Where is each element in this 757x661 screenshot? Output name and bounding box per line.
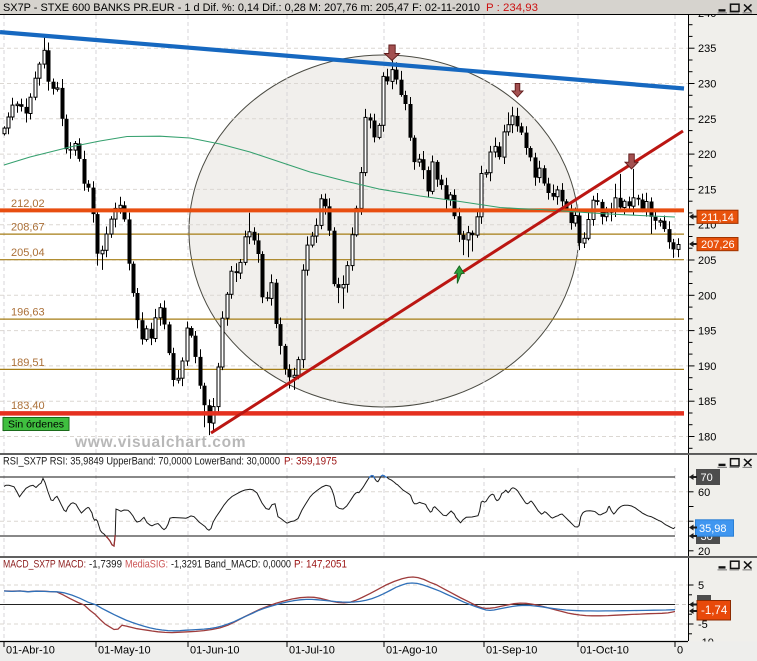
- svg-text:205,04: 205,04: [11, 247, 45, 259]
- svg-text:-1,74: -1,74: [701, 605, 728, 617]
- svg-text:230: 230: [698, 79, 716, 91]
- svg-text:P : 234,93: P : 234,93: [486, 2, 538, 14]
- svg-text:01-Oct-10: 01-Oct-10: [580, 645, 629, 657]
- svg-text:0: 0: [677, 645, 683, 657]
- svg-text:235: 235: [698, 43, 716, 55]
- svg-text:P: 359,1975: P: 359,1975: [284, 456, 337, 468]
- svg-text:60: 60: [698, 487, 710, 499]
- svg-text:5: 5: [698, 580, 704, 592]
- svg-text:-5: -5: [698, 619, 708, 631]
- svg-text:MACD_SX7P MACD:: MACD_SX7P MACD:: [3, 559, 86, 571]
- svg-text:RSI_SX7P RSI: 35,9849 UpperB: RSI_SX7P RSI: 35,9849 UpperBand: 70,0000…: [3, 456, 280, 468]
- svg-text:01-Sep-10: 01-Sep-10: [486, 645, 537, 657]
- svg-text:215: 215: [698, 184, 716, 196]
- svg-text:Sin órdenes: Sin órdenes: [8, 419, 64, 431]
- svg-text:195: 195: [698, 326, 716, 338]
- svg-text:35,98: 35,98: [699, 523, 727, 535]
- svg-text:183,40: 183,40: [11, 400, 45, 412]
- svg-text:MediaSIG:: MediaSIG:: [125, 559, 168, 571]
- svg-text:01-Ago-10: 01-Ago-10: [386, 645, 437, 657]
- svg-text:189,51: 189,51: [11, 357, 45, 369]
- svg-text:211,14: 211,14: [701, 212, 734, 224]
- svg-text:185: 185: [698, 396, 716, 408]
- svg-text:205: 205: [698, 255, 716, 267]
- svg-text:01-May-10: 01-May-10: [98, 645, 151, 657]
- svg-text:190: 190: [698, 361, 716, 373]
- svg-text:SX7P - STXE 600 BANKS PR.EUR -: SX7P - STXE 600 BANKS PR.EUR - 1 d Dif. …: [3, 2, 480, 14]
- svg-text:-1,7399: -1,7399: [89, 559, 122, 571]
- svg-text:-1,3291 Band_MACD: 0,0000: -1,3291 Band_MACD: 0,0000: [171, 559, 291, 571]
- svg-text:196,63: 196,63: [11, 307, 45, 319]
- svg-text:20: 20: [698, 546, 710, 558]
- svg-text:220: 220: [698, 149, 716, 161]
- svg-text:01-Jun-10: 01-Jun-10: [190, 645, 240, 657]
- svg-text:225: 225: [698, 114, 716, 126]
- svg-text:207,26: 207,26: [701, 239, 735, 251]
- svg-text:P: 147,2051: P: 147,2051: [294, 559, 347, 571]
- svg-text:208,67: 208,67: [11, 222, 45, 234]
- svg-text:180: 180: [698, 432, 716, 444]
- svg-text:70: 70: [701, 472, 713, 484]
- svg-text:01-Abr-10: 01-Abr-10: [6, 645, 55, 657]
- svg-text:200: 200: [698, 290, 716, 302]
- svg-text:www.visualchart.com: www.visualchart.com: [74, 434, 246, 451]
- svg-text:212,02: 212,02: [11, 198, 45, 210]
- svg-text:01-Jul-10: 01-Jul-10: [289, 645, 335, 657]
